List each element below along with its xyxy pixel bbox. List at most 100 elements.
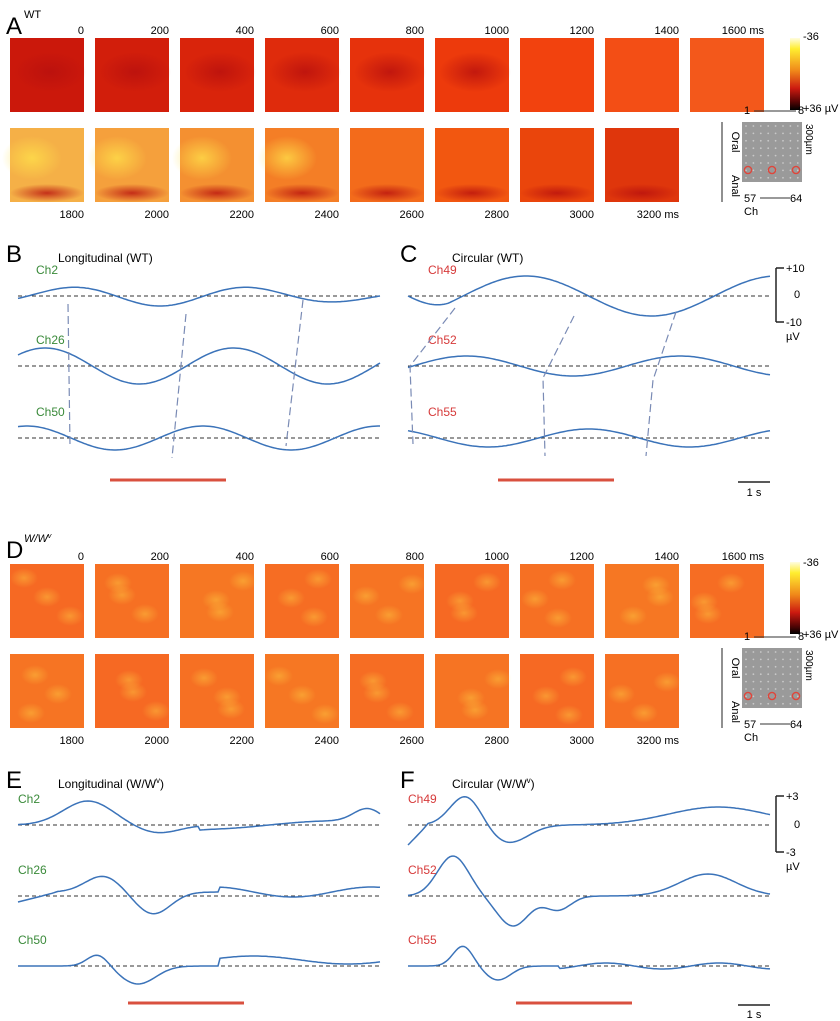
time-label: 1200 — [570, 25, 594, 37]
panel-d: D W/Wv 0 200 400 600 800 1000 1200 1400 1600 ms … — [6, 533, 839, 747]
phase-link — [171, 313, 187, 459]
electrode-ch57-label: 57 — [744, 193, 756, 205]
electrode-dot — [759, 658, 762, 661]
electrode-dot — [774, 176, 777, 179]
heatmap-dark-band — [354, 52, 426, 92]
panel-c-scale-top: +10 — [786, 263, 805, 275]
panel-f-voltage-scale: +3 0 -3 µV — [775, 791, 800, 873]
panel-e-traces: Ch2 Ch26 Ch50 — [17, 792, 381, 1005]
heatmap-dark-band — [520, 184, 594, 202]
electrode-dot — [782, 147, 784, 150]
heatmap-highlight — [33, 587, 61, 607]
heatmap-tile — [350, 38, 426, 112]
panel-f-scale-mid: 0 — [794, 819, 800, 831]
electrode-dot — [774, 680, 777, 683]
electrode-dot — [782, 673, 784, 676]
heatmap-highlight — [386, 702, 414, 722]
electrode-dot — [752, 169, 755, 172]
heatmap-dark-band — [269, 52, 341, 92]
electrode-dot — [774, 658, 777, 661]
electrode-highlight-circle — [743, 165, 753, 175]
trace-line — [17, 425, 380, 451]
electrode-ch8-label: 8 — [798, 631, 804, 643]
electrode-dot — [774, 665, 777, 668]
electrode-scale-label: 300µm — [803, 124, 814, 155]
trace-line — [407, 855, 771, 927]
panel-a-top-time-labels: 0 200 400 600 800 1000 1200 1400 1600 ms — [78, 25, 765, 37]
electrode-dot — [767, 154, 770, 157]
heatmap-tile — [520, 564, 594, 638]
phase-link — [645, 311, 677, 457]
electrode-dot — [782, 176, 784, 179]
panel-d-genotype: W/Wv — [24, 533, 52, 545]
electrode-dot — [782, 169, 784, 172]
heatmap-tile — [605, 38, 679, 112]
electrode-dot — [796, 688, 799, 690]
heatmap-highlight — [352, 586, 380, 606]
heatmap-fill — [605, 38, 679, 112]
electrode-dot — [774, 132, 777, 135]
heatmap-highlight — [202, 590, 230, 610]
electrode-highlight-circle — [767, 165, 777, 175]
electrode-dot — [782, 154, 784, 157]
heatmap-highlight — [257, 136, 317, 180]
heatmap-highlight — [87, 136, 147, 180]
panel-c-scale-mid: 0 — [794, 289, 800, 301]
heatmap-highlight — [521, 589, 549, 609]
panel-b-letter: B — [6, 241, 22, 268]
heatmap-highlight — [17, 703, 45, 723]
time-label: 2600 — [400, 735, 424, 747]
heatmap-tile — [435, 38, 511, 112]
electrode-dot — [767, 162, 770, 164]
panel-a-letter: A — [6, 13, 22, 40]
electrode-dot — [745, 176, 747, 179]
electrode-dot — [745, 680, 747, 683]
heatmap-highlight — [190, 668, 218, 688]
electrode-dot — [789, 651, 792, 653]
panel-e-title: Longitudinal (W/Wv) — [58, 776, 164, 791]
trace-label: Ch50 — [18, 933, 47, 947]
electrode-dot — [759, 695, 762, 698]
electrode-dot — [759, 139, 762, 142]
heatmap-highlight — [142, 701, 170, 721]
electrode-dot — [752, 702, 755, 705]
electrode-dot — [767, 665, 770, 668]
heatmap-highlight — [56, 606, 84, 626]
electrode-dot — [796, 125, 799, 127]
heatmap-tile — [520, 654, 594, 728]
electrode-dot — [767, 658, 770, 661]
time-label: 600 — [321, 25, 339, 37]
electrode-dot — [782, 125, 784, 127]
electrode-highlight-circle — [767, 691, 777, 701]
heatmap-tile — [690, 38, 764, 112]
time-label: 0 — [78, 551, 84, 563]
panel-d-letter: D — [6, 537, 23, 564]
electrode-dot — [796, 651, 799, 653]
electrode-ch57-label: 57 — [744, 719, 756, 731]
heatmap-highlight — [607, 684, 635, 704]
electrode-dot — [789, 695, 792, 698]
heatmap-tile — [350, 564, 426, 638]
heatmap-highlight — [229, 571, 257, 591]
heatmap-highlight — [131, 604, 159, 624]
panel-c-title: Circular (WT) — [452, 251, 523, 265]
electrode-dot — [782, 658, 784, 661]
heatmap-tile — [605, 564, 679, 638]
heatmap-tile — [180, 38, 256, 112]
electrode-dot — [759, 651, 762, 653]
electrode-dot — [767, 139, 770, 142]
time-label: 800 — [406, 551, 424, 563]
trace-line — [407, 796, 771, 846]
time-label: 400 — [236, 551, 254, 563]
panel-a-anal-label: Anal — [729, 175, 741, 197]
electrode-dot — [796, 169, 799, 172]
trace-line — [17, 347, 381, 385]
electrode-dot — [759, 132, 762, 135]
electrode-dot — [752, 673, 755, 676]
heatmap-highlight — [304, 569, 332, 589]
electrode-dot — [789, 154, 792, 157]
electrode-dot — [752, 154, 755, 157]
panel-a-bottom-time-labels: 1800 2000 2200 2400 2600 2800 3000 3200 ms — [60, 209, 680, 221]
heatmap-dark-band — [350, 184, 424, 202]
heatmap-highlight — [473, 572, 501, 592]
